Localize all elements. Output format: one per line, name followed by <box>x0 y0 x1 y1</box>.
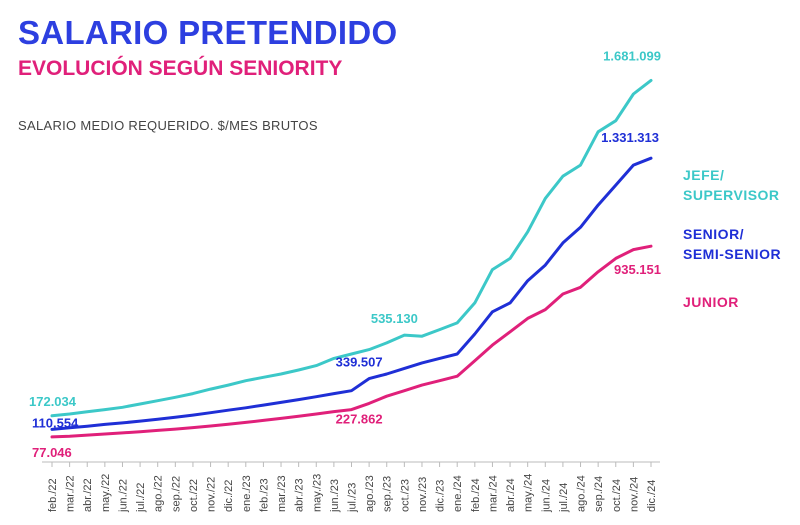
x-tick-label: feb./22 <box>47 478 59 512</box>
data-label-jefe: 1.681.099 <box>603 48 661 63</box>
chart-y-axis-label: SALARIO MEDIO REQUERIDO. $/MES BRUTOS <box>18 118 318 133</box>
legend-jefe-line-1: JEFE/ <box>683 167 725 183</box>
x-tick-label: jul./23 <box>347 483 359 513</box>
legend-senior-line-2: SEMI-SENIOR <box>683 246 782 262</box>
x-tick-label: nov./24 <box>628 477 640 512</box>
x-tick-label: dic./24 <box>646 480 658 512</box>
data-label-jefe: 535.130 <box>371 311 418 326</box>
series-line-senior <box>50 156 653 431</box>
x-tick-label: ene./23 <box>241 475 253 512</box>
x-tick-label: ene./24 <box>452 475 464 512</box>
x-tick-label: dic./23 <box>435 480 447 512</box>
x-tick-label: oct./24 <box>611 479 623 512</box>
data-label-senior: 1.331.313 <box>601 130 659 145</box>
x-tick-label: mar./24 <box>487 475 499 512</box>
data-label-senior: 339.507 <box>336 355 383 370</box>
series-line-jefe <box>50 78 653 418</box>
x-tick-label: sep./22 <box>170 476 182 512</box>
data-label-junior: 935.151 <box>614 262 661 277</box>
x-tick-label: oct./22 <box>188 479 200 512</box>
x-tick-label: jun./22 <box>117 479 129 513</box>
x-tick-label: jun./23 <box>329 479 341 513</box>
x-tick-label: feb./24 <box>470 478 482 512</box>
x-tick-label: feb./23 <box>258 478 270 512</box>
x-tick-label: oct./23 <box>399 479 411 512</box>
x-tick-label: jul./24 <box>558 483 570 513</box>
page-title: SALARIO PRETENDIDO <box>18 14 398 51</box>
x-tick-label: sep./24 <box>593 476 605 512</box>
legend-jefe-line-2: SUPERVISOR <box>683 187 780 203</box>
x-tick-label: jul./22 <box>135 483 147 513</box>
page-subtitle: EVOLUCIÓN SEGÚN SENIORITY <box>18 57 343 80</box>
legend-junior-line-1: JUNIOR <box>683 294 739 310</box>
x-tick-label: abr./24 <box>505 478 517 512</box>
data-label-junior: 77.046 <box>32 445 72 460</box>
x-tick-label: may./23 <box>311 474 323 512</box>
x-tick-label: sep./23 <box>382 476 394 512</box>
x-tick-label: nov./22 <box>206 477 218 512</box>
legend-jefe-supervisor: JEFE/ SUPERVISOR <box>683 165 780 205</box>
x-tick-label: mar./22 <box>65 475 77 512</box>
legend-junior: JUNIOR <box>683 292 739 312</box>
x-tick-label: nov./23 <box>417 477 429 512</box>
data-label-senior: 110.554 <box>32 415 79 430</box>
x-tick-label: ago./24 <box>576 475 588 512</box>
data-label-jefe: 172.034 <box>29 394 77 409</box>
x-tick-label: ago./23 <box>364 475 376 512</box>
legend-senior-line-1: SENIOR/ <box>683 226 745 242</box>
x-tick-label: abr./22 <box>82 478 94 512</box>
x-tick-label: ago./22 <box>153 475 165 512</box>
data-label-junior: 227.862 <box>336 411 383 426</box>
x-tick-label: dic./22 <box>223 480 235 512</box>
series-line-junior <box>50 244 653 439</box>
legend-senior-semi-senior: SENIOR/ SEMI-SENIOR <box>683 224 781 264</box>
x-tick-label: may./24 <box>523 474 535 512</box>
x-tick-label: may./22 <box>100 474 112 512</box>
x-tick-label: abr./23 <box>294 478 306 512</box>
x-tick-label: jun./24 <box>540 479 552 513</box>
x-tick-label: mar./23 <box>276 475 288 512</box>
